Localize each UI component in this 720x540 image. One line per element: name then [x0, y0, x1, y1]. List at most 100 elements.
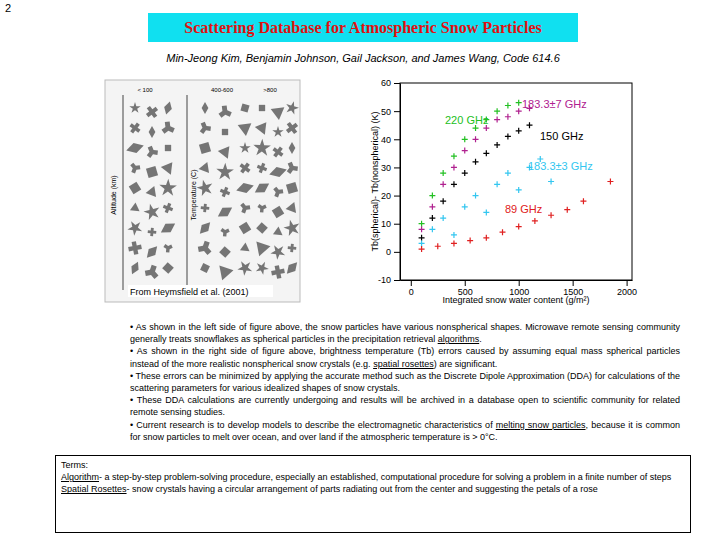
crystal	[202, 102, 209, 114]
point	[548, 179, 554, 185]
point	[473, 193, 479, 199]
point	[429, 215, 435, 221]
crystal	[239, 142, 250, 153]
crystal	[238, 202, 251, 215]
tick: 20	[381, 191, 400, 201]
tick: 0	[386, 247, 400, 257]
crystal	[222, 129, 228, 135]
terms-box: Terms:Algorithm- a step-by-step problem-…	[55, 455, 691, 533]
bullet-text: ) are significant.	[434, 359, 498, 369]
crystal	[268, 164, 288, 179]
image-background	[105, 80, 300, 302]
crystal	[165, 145, 171, 151]
crystal-image: < 100400-600>800Altitude (km)Temperature…	[105, 80, 304, 302]
crystal	[199, 142, 211, 154]
image-axis	[123, 95, 124, 290]
column-label: >800	[263, 87, 277, 93]
tick-label: 40	[381, 135, 391, 145]
crystal	[144, 243, 161, 260]
crystal	[256, 239, 271, 256]
crystal	[197, 121, 213, 137]
point	[500, 229, 506, 235]
bullet-text: • Current research is to develop models …	[130, 420, 496, 430]
crystal	[158, 177, 179, 199]
point	[494, 117, 500, 123]
image-axis	[187, 95, 188, 290]
point	[607, 179, 613, 185]
crystal	[144, 145, 160, 161]
point	[516, 128, 522, 134]
crystal	[286, 200, 300, 213]
point	[483, 209, 489, 215]
term: Algorithm- a step-by-step problem-solvin…	[61, 471, 685, 483]
series-label: 183.3±7 GHz	[522, 98, 587, 110]
point	[494, 142, 500, 148]
tick-mark	[394, 111, 400, 112]
crystal	[142, 201, 164, 223]
point	[429, 204, 435, 210]
series-label: 89 GHz	[505, 203, 542, 215]
crystal	[239, 222, 251, 234]
crystal	[283, 119, 300, 136]
tick: 10	[381, 219, 400, 229]
point	[429, 193, 435, 199]
point	[451, 153, 457, 159]
point	[483, 235, 489, 241]
crystal	[270, 264, 285, 279]
crystal	[128, 260, 141, 276]
point	[516, 108, 522, 114]
caption: From Heymsfield et al. (2001)	[130, 287, 249, 297]
point	[440, 215, 446, 221]
column-label: < 100	[137, 87, 153, 93]
point	[419, 240, 425, 246]
y-axis-line	[400, 84, 401, 281]
point	[462, 170, 468, 176]
bullet: • These DDA calculations are currently u…	[130, 394, 680, 418]
crystal	[199, 160, 213, 173]
tick-label: 50	[381, 107, 391, 117]
point	[451, 164, 457, 170]
series-label: 220 GHz	[445, 114, 488, 126]
crystal	[220, 228, 230, 237]
point	[451, 181, 457, 187]
tick-mark	[394, 83, 400, 84]
crystal	[159, 119, 176, 137]
term-name: Spatial Rosettes	[61, 484, 127, 494]
point	[505, 103, 511, 109]
point	[435, 243, 441, 249]
crystal	[216, 103, 233, 121]
crystal	[219, 263, 234, 280]
x-axis-line	[401, 280, 633, 281]
crystal	[271, 186, 284, 199]
crystal	[273, 226, 283, 235]
title: Scattering Database for Atmospheric Snow…	[184, 19, 541, 37]
y-axis: -100102030405060	[378, 78, 401, 285]
crystal	[284, 161, 300, 177]
tick-label: -10	[378, 275, 391, 285]
point	[494, 181, 500, 187]
tick-label: 0	[409, 287, 414, 297]
term-definition: - snow crystals having a circular arrang…	[127, 484, 598, 494]
tick: 60	[381, 78, 400, 88]
point	[462, 204, 468, 210]
bullet-text: .	[479, 334, 482, 344]
tick-label: 10	[381, 219, 391, 229]
crystal	[252, 137, 273, 159]
tick-mark	[394, 252, 400, 253]
crystal	[127, 120, 142, 135]
tick: 2000	[617, 280, 637, 297]
crystal	[255, 118, 272, 134]
crystal	[219, 186, 232, 199]
terms-heading: Terms:	[61, 459, 685, 471]
crystal	[147, 227, 156, 236]
tick: 0	[409, 280, 414, 297]
point	[440, 170, 446, 176]
crystal	[237, 160, 252, 175]
crystal	[200, 263, 210, 273]
crystal	[286, 182, 298, 194]
crystal	[272, 126, 283, 137]
point	[505, 114, 511, 120]
crystal	[235, 180, 255, 195]
bullet: • As shown in the left side of figure ab…	[130, 321, 680, 345]
point	[473, 159, 479, 165]
